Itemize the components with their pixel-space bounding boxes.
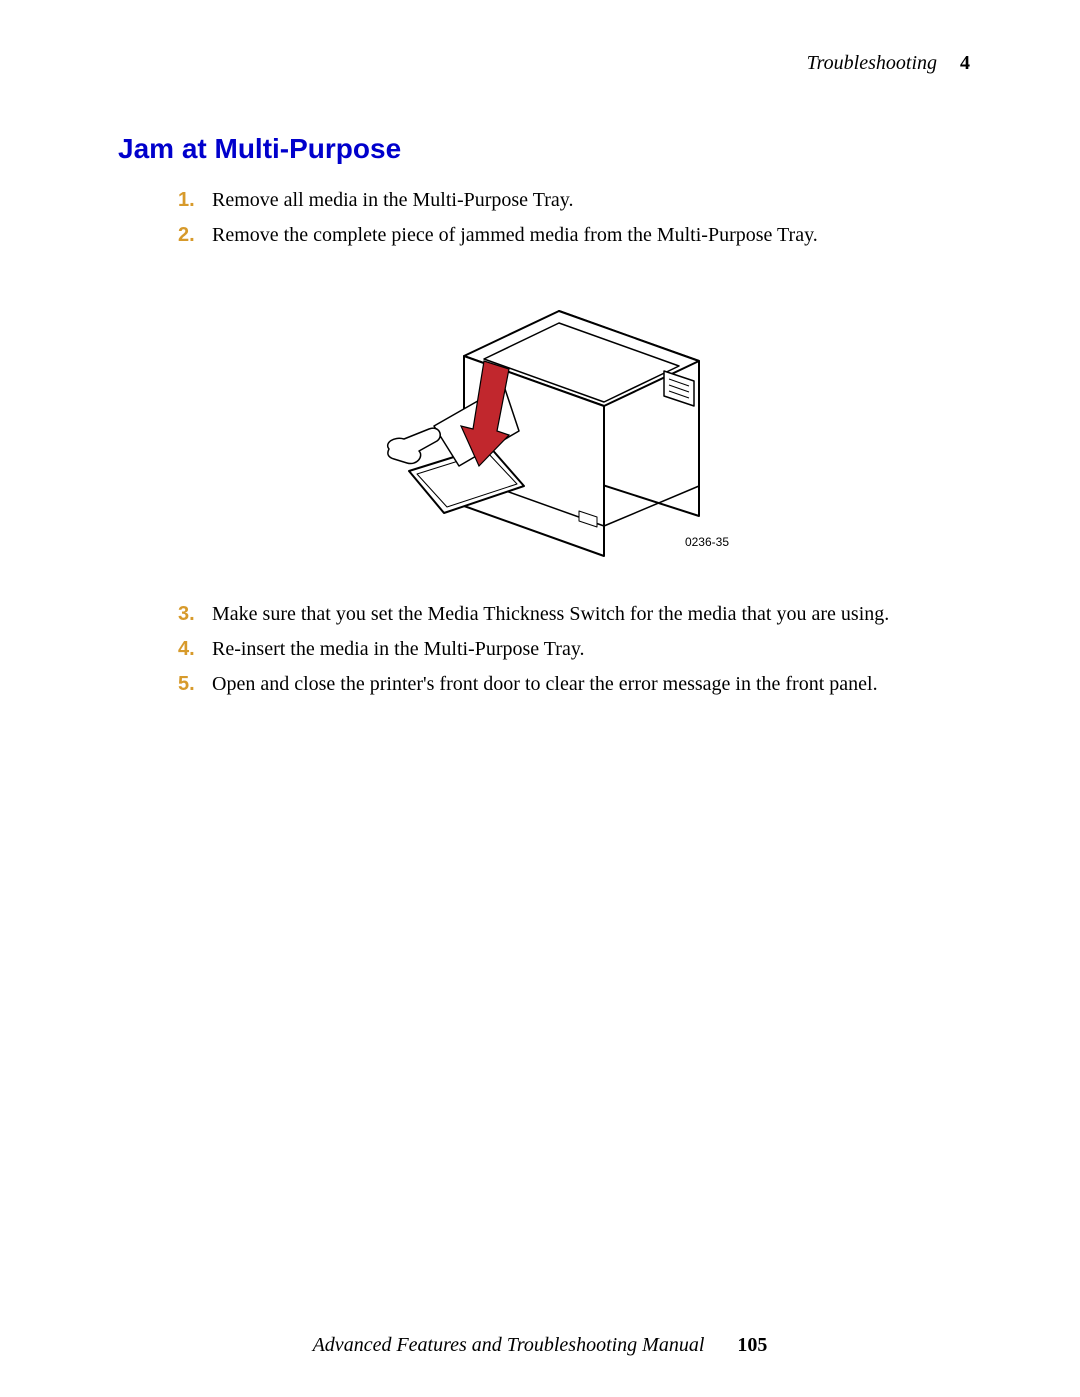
step-number: 2. bbox=[178, 222, 195, 249]
step-item: 5. Open and close the printer's front do… bbox=[178, 671, 898, 698]
page-footer: Advanced Features and Troubleshooting Ma… bbox=[0, 1334, 1080, 1357]
figure-container: 0236-35 bbox=[118, 271, 970, 561]
steps-list: 1. Remove all media in the Multi-Purpose… bbox=[178, 187, 970, 249]
footer-title: Advanced Features and Troubleshooting Ma… bbox=[313, 1334, 705, 1356]
step-text: Open and close the printer's front door … bbox=[212, 673, 878, 695]
figure-label: 0236-35 bbox=[685, 535, 729, 549]
header-section: Troubleshooting bbox=[807, 52, 937, 74]
step-item: 2. Remove the complete piece of jammed m… bbox=[178, 222, 898, 249]
page-heading: Jam at Multi-Purpose bbox=[118, 133, 970, 165]
page: Troubleshooting 4 Jam at Multi-Purpose 1… bbox=[0, 0, 1080, 1397]
printer-figure: 0236-35 bbox=[369, 271, 719, 561]
step-number: 5. bbox=[178, 671, 195, 698]
step-text: Re-insert the media in the Multi-Purpose… bbox=[212, 638, 585, 660]
step-text: Remove the complete piece of jammed medi… bbox=[212, 224, 818, 246]
footer-page-number: 105 bbox=[737, 1334, 767, 1356]
header-chapter-number: 4 bbox=[960, 52, 970, 74]
running-header: Troubleshooting 4 bbox=[118, 52, 970, 75]
printer-illustration-icon bbox=[369, 271, 719, 561]
step-number: 3. bbox=[178, 601, 195, 628]
step-item: 1. Remove all media in the Multi-Purpose… bbox=[178, 187, 898, 214]
step-text: Remove all media in the Multi-Purpose Tr… bbox=[212, 189, 573, 211]
step-item: 3. Make sure that you set the Media Thic… bbox=[178, 601, 898, 628]
step-number: 1. bbox=[178, 187, 195, 214]
step-text: Make sure that you set the Media Thickne… bbox=[212, 603, 889, 625]
step-item: 4. Re-insert the media in the Multi-Purp… bbox=[178, 636, 898, 663]
steps-list-continued: 3. Make sure that you set the Media Thic… bbox=[178, 601, 970, 698]
step-number: 4. bbox=[178, 636, 195, 663]
